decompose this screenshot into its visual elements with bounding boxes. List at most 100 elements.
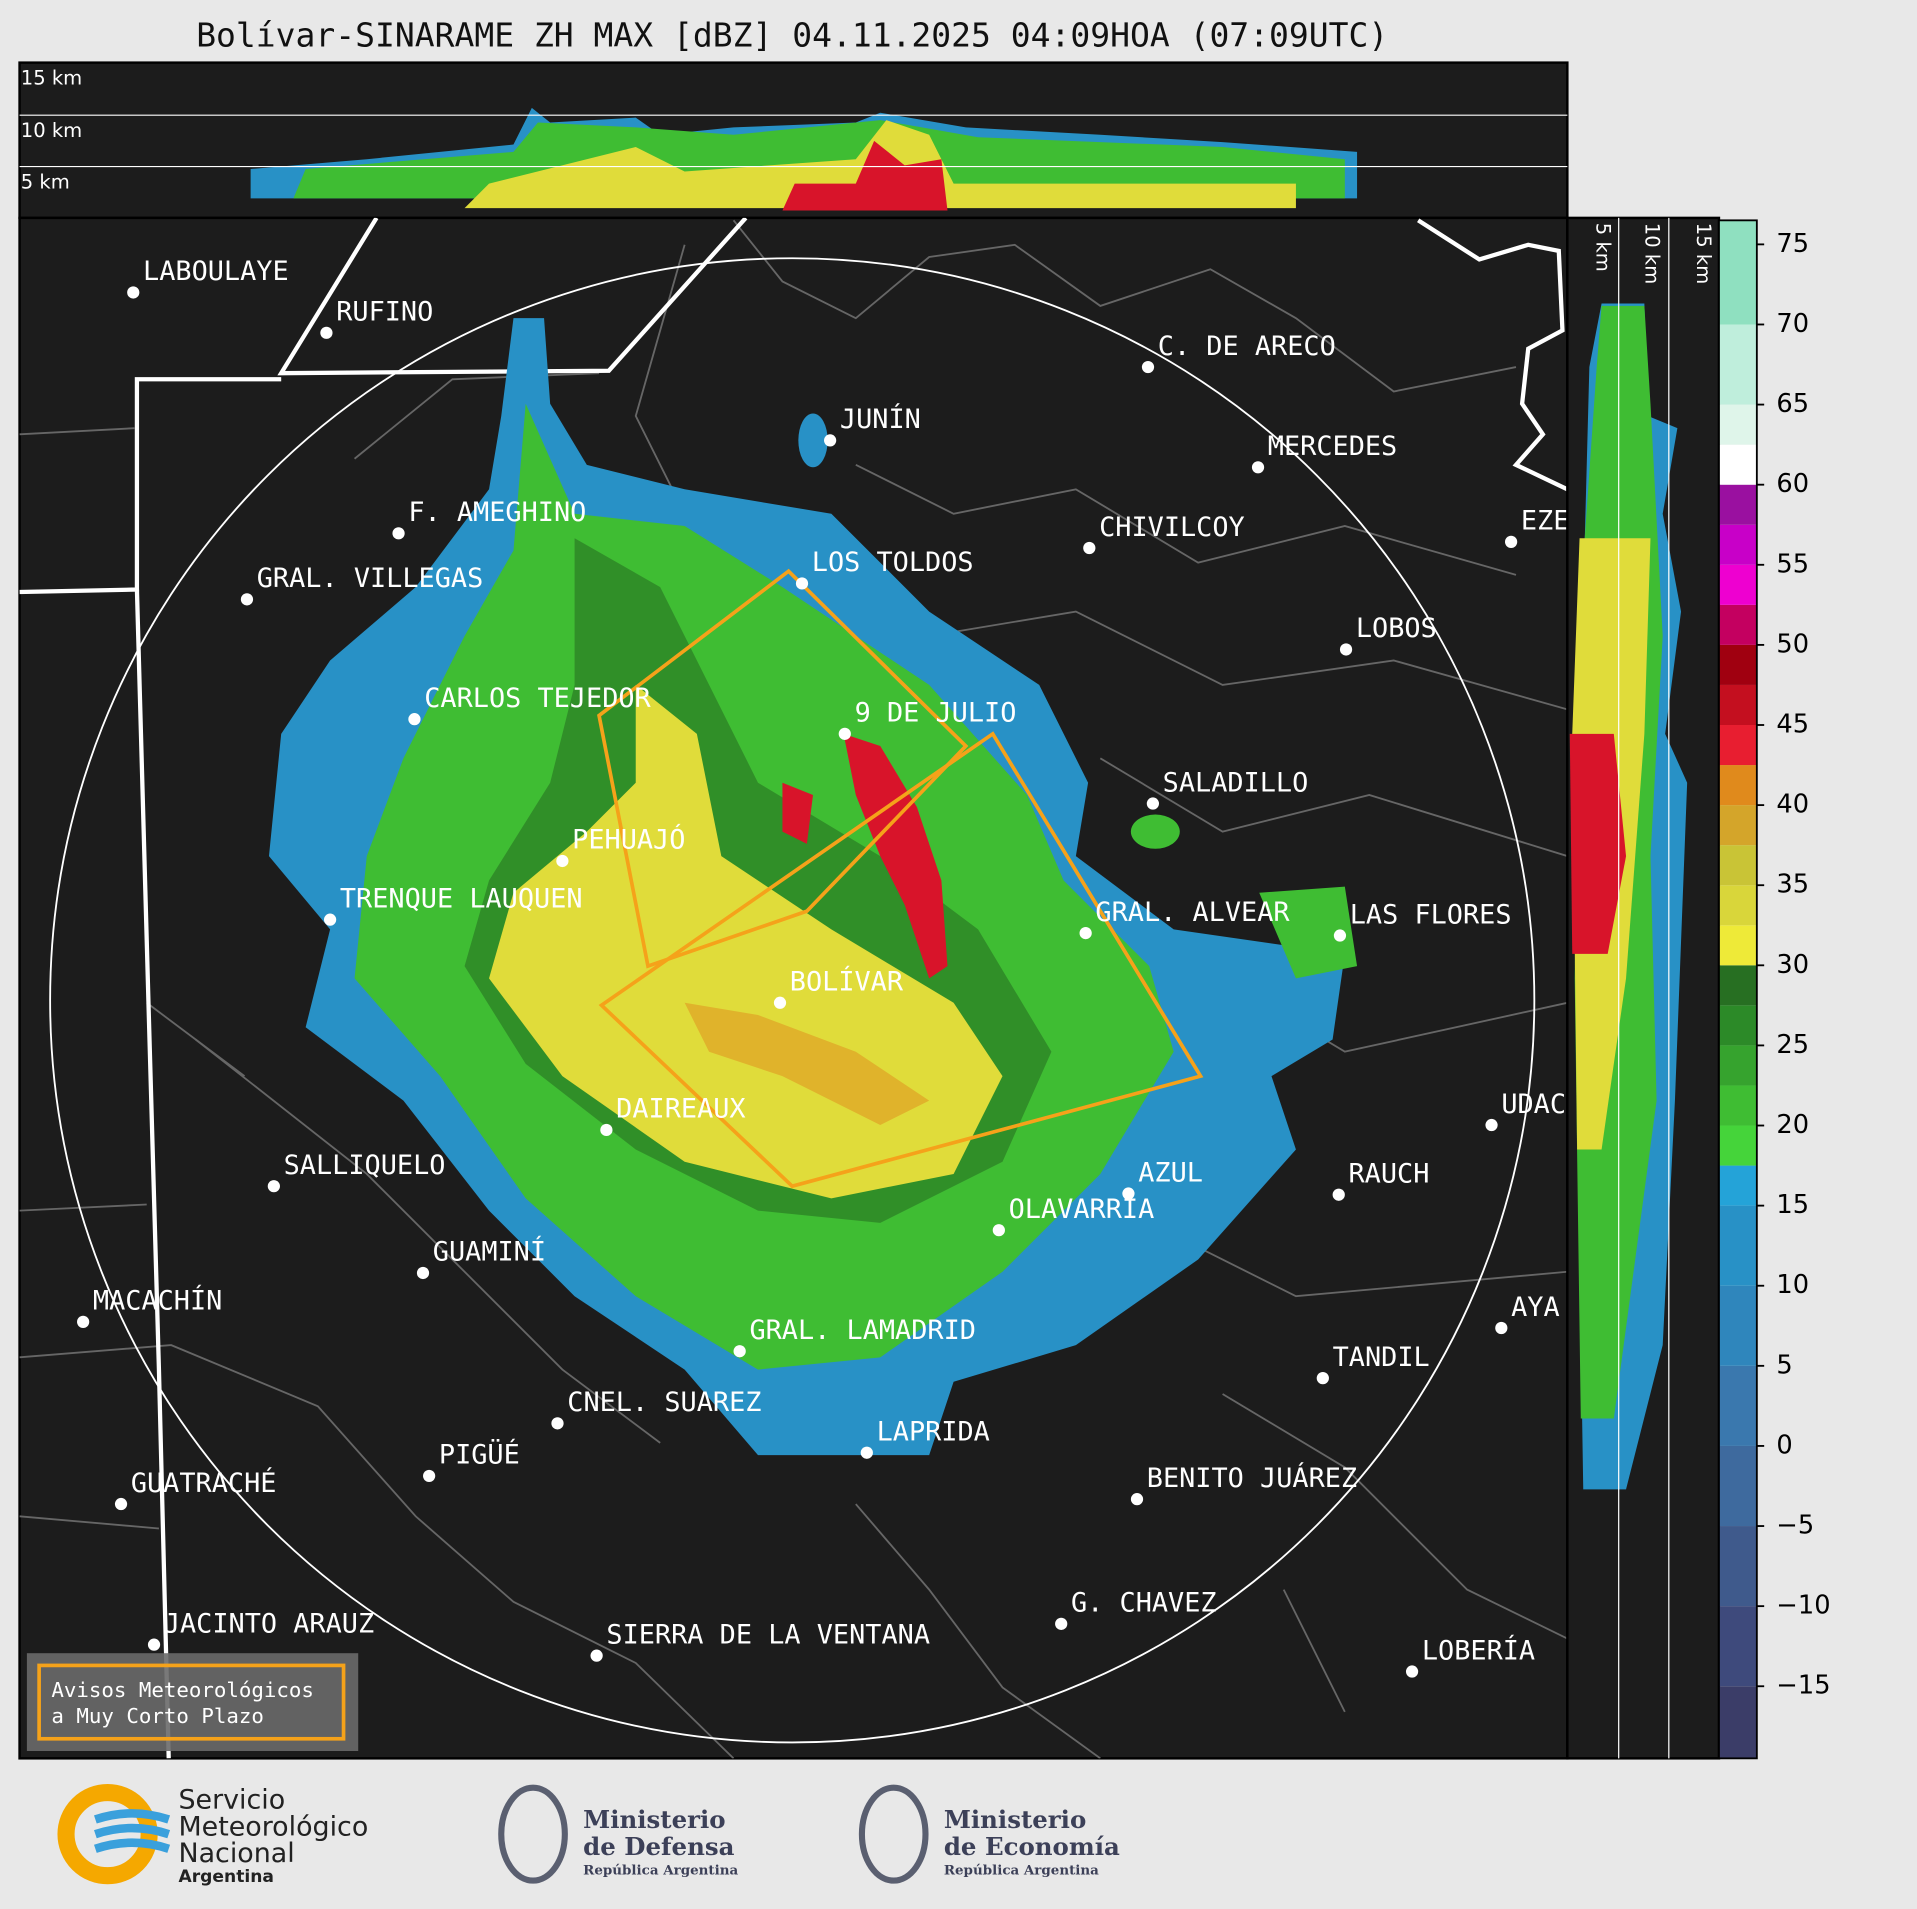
city-dot <box>392 527 405 540</box>
colorbar-band <box>1718 845 1757 886</box>
colorbar-band <box>1718 1686 1757 1759</box>
altitude-label: 5 km <box>21 171 70 194</box>
smn-logo <box>57 1784 171 1885</box>
city-label: LOBERÍA <box>1422 1634 1535 1666</box>
city-label: AZUL <box>1138 1157 1203 1188</box>
colorbar-band <box>1718 965 1757 1006</box>
city-label: LAPRIDA <box>877 1416 990 1447</box>
city-dot <box>824 434 837 447</box>
city-label: 9 DE JULIO <box>855 698 1017 729</box>
colorbar-band <box>1718 885 1757 926</box>
colorbar: −15 −10 −5 0 5 10 15 20 25 30 35 40 45 50 55 60 65 70 75 <box>1718 219 1831 1760</box>
city-dot <box>408 713 421 726</box>
city-label: SIERRA DE LA VENTANA <box>606 1619 930 1650</box>
city-label: BOLÍVAR <box>790 966 904 998</box>
city-dot <box>1485 1118 1498 1132</box>
colorbar-tick-label: 40 <box>1776 790 1809 820</box>
colorbar-tick-label: 55 <box>1776 549 1809 579</box>
city-label: MERCEDES <box>1268 431 1397 462</box>
colorbar-tick-label: −15 <box>1776 1671 1830 1701</box>
colorbar-tick-label: 75 <box>1776 229 1809 259</box>
city-label: GUATRACHÉ <box>131 1467 277 1499</box>
colorbar-band <box>1718 1125 1757 1166</box>
city-label: EZE <box>1521 506 1570 537</box>
colorbar-band <box>1718 724 1757 766</box>
colorbar-band <box>1718 1365 1757 1446</box>
top-profile-echo <box>250 107 1358 211</box>
city-dot <box>773 996 787 1009</box>
colorbar-band <box>1718 1165 1757 1206</box>
city-dot <box>838 727 851 740</box>
legend-text: a Muy Corto Plazo <box>51 1704 264 1728</box>
defensa-text: República Argentina <box>583 1862 738 1878</box>
colorbar-band <box>1718 765 1757 806</box>
colorbar-band <box>1718 1205 1757 1286</box>
city-label: JUNÍN <box>840 403 921 435</box>
economia-text: Ministerio <box>944 1805 1086 1834</box>
city-dot <box>1055 1617 1068 1630</box>
cities: LABOULAYE RUFINO C. DE ARECO JUNÍN MERCEDES F… <box>77 256 1570 1678</box>
city-label: GUAMINÍ <box>433 1236 546 1268</box>
city-label: SALLIQUELO <box>284 1150 446 1181</box>
city-label: LAS FLORES <box>1350 899 1512 930</box>
city-label: GRAL. VILLEGAS <box>257 563 484 594</box>
city-label: TANDIL <box>1333 1342 1430 1373</box>
city-dot <box>323 913 337 926</box>
city-dot <box>1079 926 1092 940</box>
colorbar-tick-label: 45 <box>1776 709 1809 739</box>
province-lines <box>19 217 1568 1759</box>
city-dot <box>423 1469 436 1483</box>
colorbar-tick-label: 20 <box>1776 1110 1809 1140</box>
city-dot <box>1495 1321 1508 1335</box>
city-label: CNEL. SUAREZ <box>567 1387 761 1418</box>
colorbar-band <box>1718 1445 1757 1527</box>
smn-text: Servicio <box>178 1784 285 1815</box>
city-dot <box>733 1345 746 1358</box>
city-dot <box>1146 797 1160 810</box>
legend-text: Avisos Meteorológicos <box>51 1678 314 1702</box>
city-label: CHIVILCOY <box>1099 512 1245 543</box>
city-label: LABOULAYE <box>143 256 289 287</box>
city-label: LOS TOLDOS <box>812 547 974 578</box>
city-dot <box>320 326 333 339</box>
colorbar-frame <box>1718 219 1758 1760</box>
altitude-label: 5 km <box>1592 223 1615 272</box>
city-dot <box>1141 360 1155 374</box>
defensa-text: de Defensa <box>583 1832 734 1861</box>
altitude-label: 10 km <box>21 119 82 142</box>
title: Bolívar-SINARAME ZH MAX [dBZ] 04.11.2025… <box>196 16 1388 55</box>
city-dot <box>1122 1187 1135 1200</box>
city-label: BENITO JUÁREZ <box>1147 1462 1357 1494</box>
smn-text: Nacional <box>178 1838 294 1869</box>
defensa-emblem <box>498 1784 568 1884</box>
colorbar-band <box>1718 444 1757 485</box>
city-label: CARLOS TEJEDOR <box>424 683 651 714</box>
colorbar-band <box>1718 1045 1757 1086</box>
city-label: PIGÜÉ <box>439 1439 520 1471</box>
city-dot <box>1251 461 1265 474</box>
colorbar-tick-label: 25 <box>1776 1030 1809 1060</box>
legend-border <box>37 1663 346 1741</box>
city-label: G. CHAVEZ <box>1071 1588 1217 1619</box>
warning-polygons <box>597 568 1204 1189</box>
economia-emblem <box>858 1784 929 1884</box>
colorbar-band <box>1718 1526 1757 1607</box>
city-label: TRENQUE LAUQUEN <box>340 883 583 914</box>
colorbar-tick-label: 30 <box>1776 950 1809 980</box>
city-dot <box>416 1266 430 1280</box>
city-label: F. AMEGHINO <box>408 497 586 528</box>
colorbar-band <box>1718 1005 1757 1046</box>
city-label: OLAVARRÍA <box>1009 1193 1155 1225</box>
colorbar-tick-label: 65 <box>1776 389 1809 419</box>
city-dot <box>860 1446 873 1459</box>
defensa-text: Ministerio <box>583 1805 725 1834</box>
altitude-label: 15 km <box>1692 223 1715 284</box>
map-content: LABOULAYE RUFINO C. DE ARECO JUNÍN MERCEDES F… <box>19 217 1570 1759</box>
city-label: RUFINO <box>336 297 433 328</box>
city-dot <box>551 1417 564 1430</box>
city-dot <box>77 1315 90 1328</box>
colorbar-band <box>1718 684 1757 725</box>
city-dot <box>114 1497 128 1511</box>
colorbar-tick-label: 60 <box>1776 469 1809 499</box>
